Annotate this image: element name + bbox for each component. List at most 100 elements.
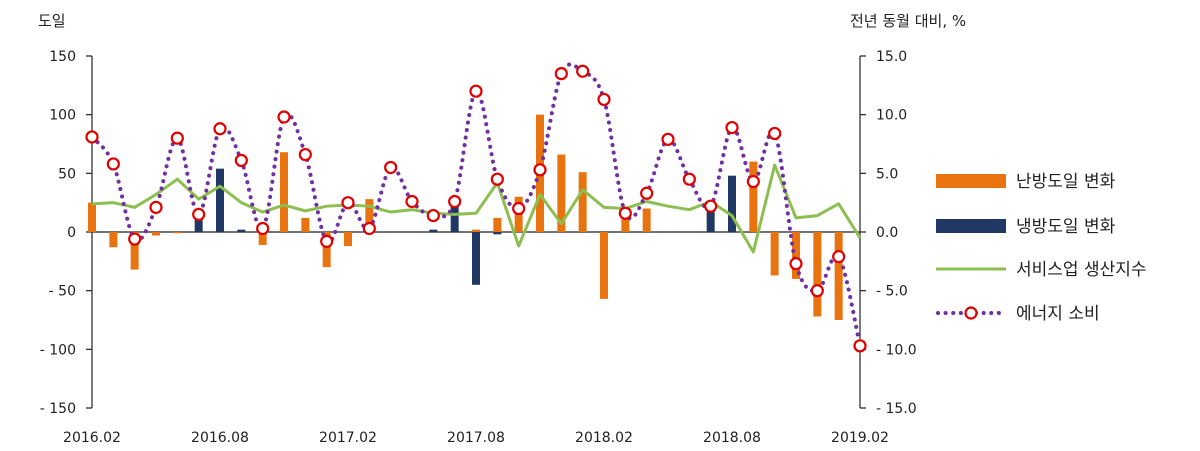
- left-axis-ticks: 150 100 50 0 - 50 - 100 - 150: [40, 49, 92, 417]
- energy-consumption-point: [405, 194, 419, 209]
- energy-consumption-point: [661, 132, 675, 146]
- energy-consumption-point: [384, 160, 398, 175]
- energy-consumption-point: [576, 64, 590, 78]
- legend-swatch: [936, 174, 1006, 188]
- energy-consumption-point: [298, 147, 312, 162]
- energy-consumption-point: [512, 201, 526, 216]
- energy-consumption-point: [234, 153, 248, 168]
- heating-degree-bar: [642, 208, 651, 232]
- energy-consumption-point: [725, 120, 739, 135]
- right-tick-label: 10.0: [876, 108, 907, 124]
- heating-degree-bar: [109, 232, 118, 248]
- left-tick-label: 150: [49, 49, 76, 65]
- heating-degree-bar: [792, 232, 800, 279]
- right-tick-label: - 15.0: [876, 401, 917, 417]
- heating-degree-bar: [344, 232, 352, 247]
- heating-degree-bar: [322, 232, 331, 268]
- service-production-line: [91, 163, 862, 254]
- legend-label: 난방도일 변화: [1016, 172, 1116, 192]
- right-tick-label: 5.0: [876, 166, 898, 182]
- energy-consumption-point: [746, 174, 760, 189]
- heating-degree-bar: [301, 217, 310, 232]
- heating-degree-bar: [173, 232, 182, 234]
- x-tick-label: 2016.02: [63, 430, 121, 446]
- cooling-degree-bar: [216, 168, 224, 232]
- right-tick-label: - 5.0: [876, 284, 908, 300]
- energy-consumption-line: [90, 62, 862, 348]
- heating-degree-bar: [493, 217, 502, 232]
- energy-consumption-point: [768, 126, 782, 141]
- energy-consumption-point: [682, 172, 696, 186]
- x-tick-label: 2018.02: [575, 430, 633, 446]
- x-tick-label: 2016.08: [191, 430, 249, 446]
- cooling-degree-bar: [429, 229, 438, 232]
- heating-degree-bar: [152, 232, 160, 236]
- cooling-degree-bar: [472, 232, 480, 285]
- heating-degree-bar: [472, 229, 480, 232]
- energy-consumption-point: [533, 163, 547, 177]
- heating-degree-bar: [600, 232, 608, 299]
- energy-consumption-point: [640, 186, 654, 200]
- x-tick-label: 2017.02: [319, 430, 377, 446]
- heating-degree-bar: [813, 232, 822, 317]
- energy-consumption-point: [149, 200, 163, 214]
- left-tick-label: - 150: [40, 401, 76, 417]
- energy-consumption-point: [277, 110, 291, 124]
- energy-consumption-point: [490, 172, 504, 186]
- right-axis-title: 전년 동월 대비, %: [850, 12, 966, 30]
- cooling-degree-bar: [706, 206, 715, 232]
- energy-consumption-point: [213, 122, 227, 136]
- energy-consumption-point: [597, 92, 611, 107]
- x-tick-label: 2019.02: [831, 430, 889, 446]
- cooling-degree-bar: [493, 232, 502, 235]
- energy-consumption-point: [469, 84, 483, 98]
- heating-degree-bar: [130, 232, 139, 270]
- legend-marker: [964, 306, 978, 320]
- heating-degree-bar: [749, 161, 758, 232]
- cooling-degree-bar: [450, 205, 459, 232]
- energy-consumption-point: [128, 232, 142, 246]
- energy-consumption-point: [853, 339, 867, 353]
- heating-degree-bar: [578, 172, 587, 232]
- line-layer: [85, 62, 867, 353]
- energy-consumption-point: [426, 208, 440, 223]
- energy-consumption-point: [810, 284, 824, 298]
- right-tick-label: 0.0: [876, 225, 898, 241]
- energy-consumption-point: [192, 207, 206, 221]
- legend-label: 냉방도일 변화: [1016, 217, 1116, 237]
- energy-consumption-point: [832, 250, 846, 264]
- heating-degree-bar: [280, 152, 288, 232]
- heating-degree-bar: [258, 232, 267, 245]
- cooling-degree-bar: [194, 214, 203, 232]
- energy-consumption-point: [704, 199, 718, 213]
- left-tick-label: 0: [67, 225, 76, 241]
- legend-label: 에너지 소비: [1016, 304, 1100, 324]
- energy-consumption-point: [85, 130, 99, 144]
- legend-swatch: [936, 219, 1006, 233]
- x-axis-ticks: 2016.02 2016.08 2017.02 2017.08 2018.02 2018.…: [63, 430, 889, 446]
- energy-consumption-point: [618, 206, 632, 220]
- heating-degree-bar: [834, 232, 843, 320]
- x-tick-label: 2018.08: [703, 430, 761, 446]
- left-tick-label: 100: [49, 108, 76, 124]
- energy-consumption-point: [554, 66, 568, 81]
- legend-label: 서비스업 생산지수: [1016, 260, 1147, 280]
- left-axis-title: 도일: [38, 12, 66, 30]
- energy-consumption-point: [256, 221, 270, 236]
- cooling-degree-bar: [728, 175, 736, 232]
- right-tick-label: - 10.0: [876, 342, 917, 358]
- energy-consumption-point: [341, 196, 355, 210]
- heating-degree-bar: [770, 232, 779, 276]
- right-tick-label: 15.0: [876, 49, 907, 65]
- cooling-degree-bar: [237, 229, 246, 232]
- x-tick-label: 2017.08: [447, 430, 505, 446]
- energy-consumption-point: [170, 131, 184, 145]
- energy-consumption-point: [789, 257, 803, 271]
- energy-consumption-point: [448, 194, 462, 209]
- heating-degree-bar: [88, 202, 96, 232]
- left-tick-label: - 100: [40, 342, 76, 358]
- energy-consumption-point: [362, 221, 376, 236]
- left-tick-label: - 50: [49, 284, 76, 300]
